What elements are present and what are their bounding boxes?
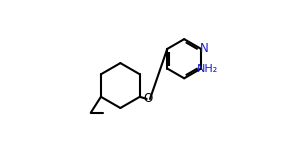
Text: NH₂: NH₂ xyxy=(197,64,218,74)
Text: O: O xyxy=(144,93,153,105)
Text: N: N xyxy=(200,42,208,55)
